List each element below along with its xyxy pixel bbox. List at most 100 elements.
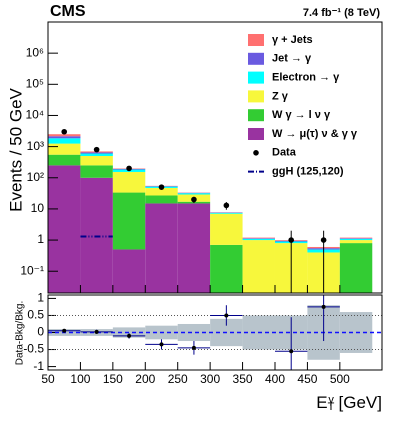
x-tick-label: 100 [70, 372, 90, 386]
y-tick-label: -1 [33, 359, 44, 373]
y-tick-label: 10³ [27, 139, 44, 153]
frame [47, 294, 383, 371]
stack-bar [242, 237, 275, 239]
y-tick-label: 10² [27, 170, 44, 184]
stack-bar [48, 154, 81, 166]
ratio-point [127, 333, 132, 338]
stack-bar [112, 249, 146, 293]
stack-bar [177, 193, 211, 195]
y-tick-label: 1 [37, 232, 44, 246]
stack-bar [242, 238, 275, 241]
stack-bar [339, 237, 373, 239]
legend-swatch [248, 128, 264, 140]
ratio-point [94, 329, 99, 334]
stack-bar [80, 165, 113, 178]
ratio-y-label: Data-Bkg/Bkg. [15, 301, 26, 365]
x-tick-label: 150 [103, 372, 123, 386]
legend-swatch [248, 109, 264, 122]
data-point [191, 196, 197, 203]
legend-label: γ + Jets [272, 34, 313, 46]
stack-bar [145, 203, 178, 293]
legend-label: Electron → γ [272, 72, 340, 84]
stack-bar [210, 244, 243, 293]
legend-label: Data [272, 147, 297, 159]
stack-bar [80, 177, 113, 293]
stack-bar [177, 203, 211, 293]
legend-swatch [248, 34, 264, 46]
ratio-point [321, 304, 326, 309]
stack-bar [145, 187, 178, 196]
legend-label: Z γ [272, 90, 289, 102]
stack-bar [48, 134, 81, 137]
stack-bar [48, 136, 81, 139]
y-tick-label: 10⁵ [26, 76, 44, 90]
stack-bar [80, 152, 113, 154]
data-point [320, 237, 327, 243]
y-tick-label: 10⁻¹ [20, 263, 44, 277]
data-point [288, 237, 295, 243]
ratio-point [159, 342, 164, 347]
stack-bar [48, 143, 81, 155]
x-tick-label: 500 [330, 372, 350, 386]
data-point [61, 128, 68, 135]
data-point [93, 146, 100, 153]
x-tick-label: 50 [41, 372, 55, 386]
legend-swatch [253, 150, 259, 156]
legend-swatch [248, 71, 264, 84]
x-axis-label-unit: [GeV] [334, 393, 382, 412]
legend-swatch [248, 52, 264, 65]
x-tick-label: 400 [265, 372, 285, 386]
uncertainty-band [177, 323, 211, 342]
uncertainty-band [112, 327, 146, 338]
x-tick-label: 200 [135, 372, 155, 386]
stack-bar [339, 238, 373, 241]
y-tick-label: 10 [31, 201, 45, 215]
legend-label: W γ → l ν γ [272, 109, 331, 121]
lumi: 7.4 fb⁻¹ (8 TeV) [303, 7, 380, 19]
stack-bar [80, 155, 113, 166]
stack-bar [112, 171, 146, 193]
legend: γ + Jets Jet → γ Electron → γ Z γ W γ → l ν … [248, 34, 358, 178]
x-axis-label-sub: T [328, 401, 335, 413]
legend-label: Jet → γ [272, 53, 312, 65]
stack-bar [339, 238, 373, 239]
experiment: CMS [50, 3, 86, 20]
y-tick-label: -0.5 [23, 342, 44, 356]
y-axis-label: Events / 50 GeV [6, 87, 25, 211]
stack-bar [339, 243, 373, 293]
x-axis-label-base: E [316, 393, 327, 412]
stack-bar [80, 153, 113, 156]
x-tick-label: 250 [168, 372, 188, 386]
ratio-point [289, 349, 294, 354]
legend-label: W → μ(τ) ν & γ γ [272, 128, 358, 140]
stack-bar [339, 240, 373, 244]
y-tick-label: 10⁴ [25, 108, 44, 122]
stack-bar [112, 192, 146, 250]
data-point [126, 165, 132, 172]
stack-bar [210, 212, 243, 214]
data-point [223, 202, 230, 209]
ratio-point [224, 313, 229, 318]
stack-bar [210, 213, 243, 245]
x-tick-label: 450 [297, 372, 317, 386]
stack-bar [48, 165, 81, 293]
main-plot: 10⁻¹ 1 10 10² 10³ 10⁴ 10⁵ 10⁶ [20, 21, 383, 294]
x-axis-label-sup: γ [328, 394, 334, 406]
y-tick-label: 0 [37, 325, 44, 339]
legend-label: ggH (125,120) [272, 166, 344, 178]
stack-bar [145, 195, 178, 204]
x-tick-label: 300 [200, 372, 220, 386]
stack-bar [242, 240, 275, 293]
x-axis-label: ETγ [GeV] [316, 393, 382, 413]
y-tick-label: 0.5 [27, 308, 44, 322]
ratio-point [62, 328, 67, 333]
x-tick-label: 350 [233, 372, 253, 386]
ratio-point [191, 345, 196, 350]
y-tick-label: 10⁶ [26, 45, 44, 59]
y-tick-label: 1 [37, 291, 44, 305]
data-point [158, 184, 165, 190]
stack-bar [242, 238, 275, 239]
stack-bar [48, 138, 81, 144]
